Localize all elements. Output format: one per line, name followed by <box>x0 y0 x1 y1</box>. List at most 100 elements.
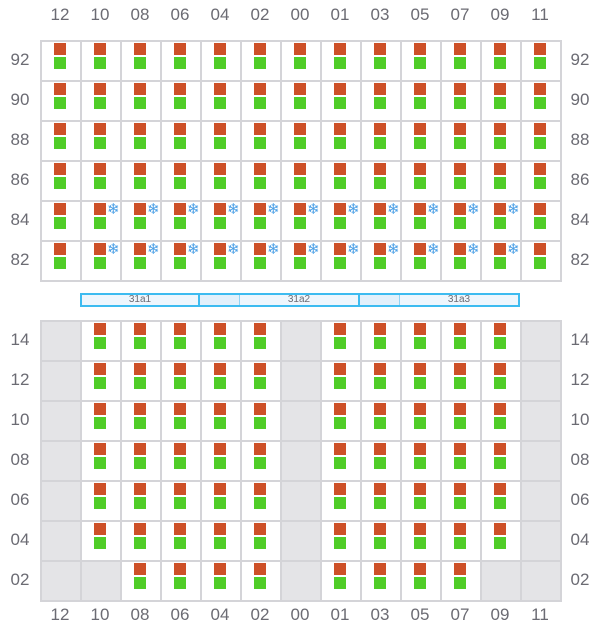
bay-slot[interactable] <box>162 562 200 600</box>
bay-slot[interactable] <box>82 402 120 440</box>
bay-slot[interactable] <box>442 122 480 160</box>
bay-slot[interactable] <box>82 42 120 80</box>
bay-slot[interactable] <box>42 202 80 240</box>
bay-slot[interactable] <box>522 202 560 240</box>
bay-slot[interactable] <box>362 402 400 440</box>
bay-slot[interactable] <box>242 162 280 200</box>
bay-slot[interactable] <box>162 82 200 120</box>
bay-slot[interactable] <box>42 162 80 200</box>
bay-slot[interactable] <box>522 162 560 200</box>
bay-slot[interactable] <box>82 482 120 520</box>
bay-slot[interactable] <box>402 162 440 200</box>
bay-slot[interactable]: ❄ <box>282 202 320 240</box>
bay-slot[interactable]: ❄ <box>482 202 520 240</box>
bay-slot[interactable] <box>482 442 520 480</box>
bay-slot[interactable] <box>282 82 320 120</box>
bay-slot[interactable] <box>362 322 400 360</box>
bay-slot[interactable] <box>82 82 120 120</box>
bay-slot[interactable] <box>202 122 240 160</box>
bay-slot[interactable] <box>442 402 480 440</box>
bay-slot[interactable] <box>162 522 200 560</box>
hatch-cover-31a1[interactable]: 31a1 <box>82 295 200 305</box>
bay-slot[interactable] <box>322 442 360 480</box>
bay-slot[interactable] <box>522 242 560 280</box>
bay-slot[interactable] <box>362 42 400 80</box>
bay-slot[interactable] <box>162 442 200 480</box>
bay-slot[interactable] <box>282 42 320 80</box>
bay-slot[interactable] <box>202 42 240 80</box>
bay-slot[interactable] <box>202 162 240 200</box>
bay-slot[interactable] <box>322 482 360 520</box>
bay-slot[interactable]: ❄ <box>242 242 280 280</box>
bay-slot[interactable] <box>522 42 560 80</box>
bay-slot[interactable] <box>82 362 120 400</box>
bay-slot[interactable] <box>202 522 240 560</box>
bay-slot[interactable] <box>82 322 120 360</box>
bay-slot[interactable] <box>442 42 480 80</box>
bay-slot[interactable] <box>82 442 120 480</box>
bay-slot[interactable] <box>122 482 160 520</box>
bay-slot[interactable] <box>482 122 520 160</box>
bay-slot[interactable] <box>122 162 160 200</box>
bay-slot[interactable] <box>482 162 520 200</box>
bay-slot[interactable] <box>282 162 320 200</box>
bay-slot[interactable] <box>162 42 200 80</box>
bay-slot[interactable] <box>322 162 360 200</box>
bay-slot[interactable]: ❄ <box>122 242 160 280</box>
bay-slot[interactable] <box>482 482 520 520</box>
bay-slot[interactable] <box>122 442 160 480</box>
bay-slot[interactable] <box>482 82 520 120</box>
bay-slot[interactable] <box>362 562 400 600</box>
bay-slot[interactable]: ❄ <box>122 202 160 240</box>
bay-slot[interactable] <box>442 522 480 560</box>
bay-slot[interactable] <box>242 122 280 160</box>
bay-slot[interactable] <box>362 482 400 520</box>
bay-slot[interactable] <box>242 42 280 80</box>
bay-slot[interactable] <box>402 42 440 80</box>
bay-slot[interactable] <box>402 522 440 560</box>
bay-slot[interactable] <box>202 362 240 400</box>
bay-slot[interactable] <box>122 322 160 360</box>
bay-slot[interactable] <box>402 562 440 600</box>
bay-slot[interactable] <box>122 562 160 600</box>
bay-slot[interactable] <box>202 482 240 520</box>
bay-slot[interactable]: ❄ <box>202 202 240 240</box>
bay-slot[interactable]: ❄ <box>362 202 400 240</box>
bay-slot[interactable]: ❄ <box>482 242 520 280</box>
bay-slot[interactable]: ❄ <box>162 202 200 240</box>
bay-slot[interactable] <box>122 522 160 560</box>
bay-slot[interactable] <box>322 362 360 400</box>
bay-slot[interactable] <box>242 562 280 600</box>
bay-slot[interactable] <box>442 442 480 480</box>
hatch-cover-31a3[interactable]: 31a3 <box>400 295 518 305</box>
bay-slot[interactable]: ❄ <box>442 202 480 240</box>
bay-slot[interactable] <box>322 122 360 160</box>
bay-slot[interactable] <box>282 122 320 160</box>
bay-slot[interactable] <box>242 362 280 400</box>
bay-slot[interactable] <box>42 122 80 160</box>
bay-slot[interactable]: ❄ <box>322 202 360 240</box>
bay-slot[interactable] <box>322 522 360 560</box>
bay-slot[interactable] <box>482 522 520 560</box>
bay-slot[interactable]: ❄ <box>282 242 320 280</box>
bay-slot[interactable] <box>362 162 400 200</box>
bay-slot[interactable] <box>202 322 240 360</box>
bay-slot[interactable] <box>42 242 80 280</box>
bay-slot[interactable] <box>482 42 520 80</box>
bay-slot[interactable] <box>522 122 560 160</box>
bay-slot[interactable] <box>442 322 480 360</box>
bay-slot[interactable] <box>402 82 440 120</box>
bay-slot[interactable] <box>402 322 440 360</box>
bay-slot[interactable] <box>202 562 240 600</box>
bay-slot[interactable]: ❄ <box>242 202 280 240</box>
bay-slot[interactable] <box>242 442 280 480</box>
bay-slot[interactable] <box>242 482 280 520</box>
bay-slot[interactable] <box>242 322 280 360</box>
bay-slot[interactable] <box>442 162 480 200</box>
bay-slot[interactable] <box>162 122 200 160</box>
bay-slot[interactable] <box>122 122 160 160</box>
bay-slot[interactable] <box>402 402 440 440</box>
bay-slot[interactable] <box>522 82 560 120</box>
bay-slot[interactable] <box>442 362 480 400</box>
bay-slot[interactable]: ❄ <box>322 242 360 280</box>
